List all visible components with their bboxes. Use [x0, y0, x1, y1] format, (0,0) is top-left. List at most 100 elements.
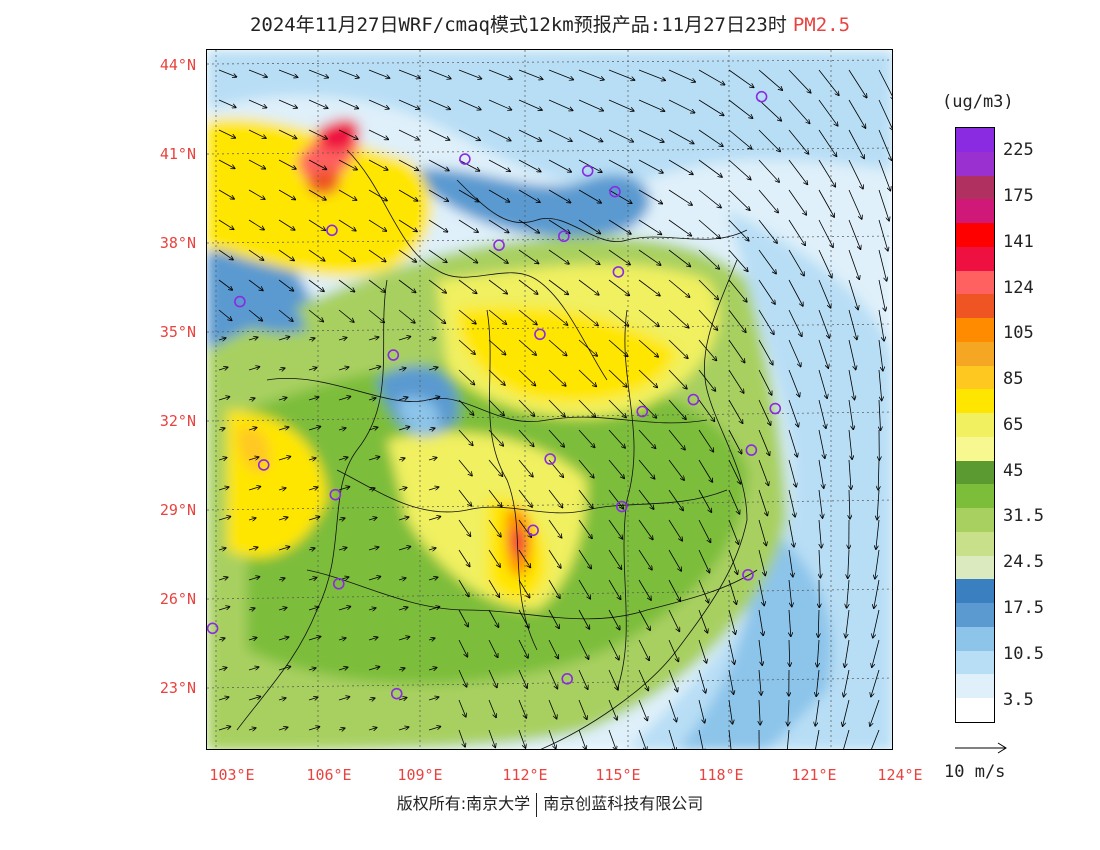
wind-vector — [398, 99, 420, 109]
wind-vector — [398, 129, 419, 140]
wind-vector — [728, 369, 744, 393]
wind-vector — [608, 69, 635, 80]
wind-vector — [368, 667, 380, 671]
wind-vector — [278, 69, 298, 77]
wind-vector — [608, 159, 632, 173]
wind-vector — [728, 189, 750, 210]
colorbar-swatch — [956, 555, 994, 580]
wind-vector — [458, 339, 475, 354]
wind-vector — [338, 129, 358, 139]
wind-reference-arrow — [955, 742, 1007, 754]
wind-vector — [758, 99, 781, 121]
wind-vector — [728, 579, 736, 604]
wind-vector — [818, 459, 824, 488]
wind-vector — [218, 189, 234, 199]
wind-vector — [638, 69, 665, 80]
wind-vector — [758, 339, 773, 365]
wind-vector — [848, 159, 863, 189]
wind-vector — [668, 639, 678, 661]
colorbar-label: 31.5 — [1003, 506, 1044, 526]
city-marker — [207, 622, 219, 635]
wind-vector — [278, 547, 290, 551]
wind-vector — [518, 219, 539, 233]
wind-vector — [871, 729, 880, 749]
wind-vector — [698, 99, 724, 116]
wind-vector — [398, 309, 415, 323]
wind-vector — [788, 549, 793, 577]
colorbar-label: 17.5 — [1003, 598, 1044, 618]
wind-vector — [338, 367, 349, 370]
colorbar-label: 105 — [1003, 323, 1034, 343]
wind-vector — [608, 549, 622, 569]
city-marker — [390, 687, 403, 700]
wind-vector — [698, 339, 716, 361]
wind-vector — [728, 219, 749, 241]
wind-vector — [278, 637, 289, 640]
wind-vector — [248, 728, 256, 730]
wind-vector — [788, 429, 797, 457]
wind-vector — [308, 427, 321, 431]
wind-vector — [698, 519, 711, 542]
wind-vector — [758, 579, 764, 606]
wind-vector — [518, 549, 530, 568]
wind-vector — [218, 517, 231, 521]
wind-vector — [428, 428, 435, 430]
lat-label: 44°N — [159, 56, 196, 74]
wind-vector — [248, 428, 257, 430]
wind-vector — [548, 159, 571, 172]
wind-vector — [638, 609, 650, 630]
wind-vector — [638, 399, 656, 418]
wind-vector — [458, 429, 473, 445]
wind-vector — [428, 249, 447, 262]
wind-vector — [548, 399, 565, 417]
title-pollutant: PM2.5 — [792, 14, 851, 36]
wind-vector — [578, 459, 594, 478]
wind-vector — [548, 549, 561, 568]
wind-vector — [878, 129, 892, 160]
wind-vector — [488, 399, 504, 416]
wind-vector — [698, 309, 717, 330]
wind-vector — [278, 427, 289, 430]
wind-vector — [428, 487, 439, 490]
wind-vector — [668, 579, 680, 601]
wind-vector — [308, 159, 327, 169]
wind-vector — [218, 309, 232, 320]
wind-vector — [698, 129, 723, 146]
colorbar — [955, 127, 995, 723]
wind-vector — [758, 489, 767, 516]
wind-vector — [638, 699, 647, 721]
wind-vector — [578, 489, 593, 508]
colorbar-label: 24.5 — [1003, 552, 1044, 572]
city-marker — [326, 224, 338, 237]
wind-vector — [308, 309, 323, 322]
wind-reference-label: 10 m/s — [944, 762, 1006, 782]
wind-vector — [368, 159, 388, 170]
wind-vector — [758, 129, 780, 152]
wind-vector — [368, 69, 390, 78]
wind-vector — [428, 338, 436, 340]
wind-vector — [518, 129, 541, 141]
wind-vector — [338, 338, 347, 340]
city-marker — [581, 165, 594, 177]
wind-vector — [308, 129, 327, 139]
wind-vector — [638, 729, 647, 749]
city-marker — [612, 266, 625, 278]
wind-vector — [875, 549, 880, 579]
wind-vector — [428, 69, 451, 79]
wind-vector — [428, 99, 450, 109]
colorbar-swatch — [956, 223, 994, 248]
wind-vector — [458, 669, 467, 687]
wind-vector — [458, 519, 471, 536]
wind-vector — [668, 729, 676, 749]
wind-vector — [728, 549, 738, 574]
wind-vector — [518, 69, 543, 79]
wind-vector — [608, 369, 627, 387]
wind-vector — [816, 669, 820, 696]
wind-vector — [338, 697, 350, 701]
lat-label: 41°N — [159, 145, 196, 163]
wind-vector — [278, 249, 294, 261]
wind-vector — [458, 69, 481, 79]
wind-vector — [308, 697, 318, 700]
wind-vector — [248, 457, 259, 460]
wind-vector — [878, 159, 890, 191]
